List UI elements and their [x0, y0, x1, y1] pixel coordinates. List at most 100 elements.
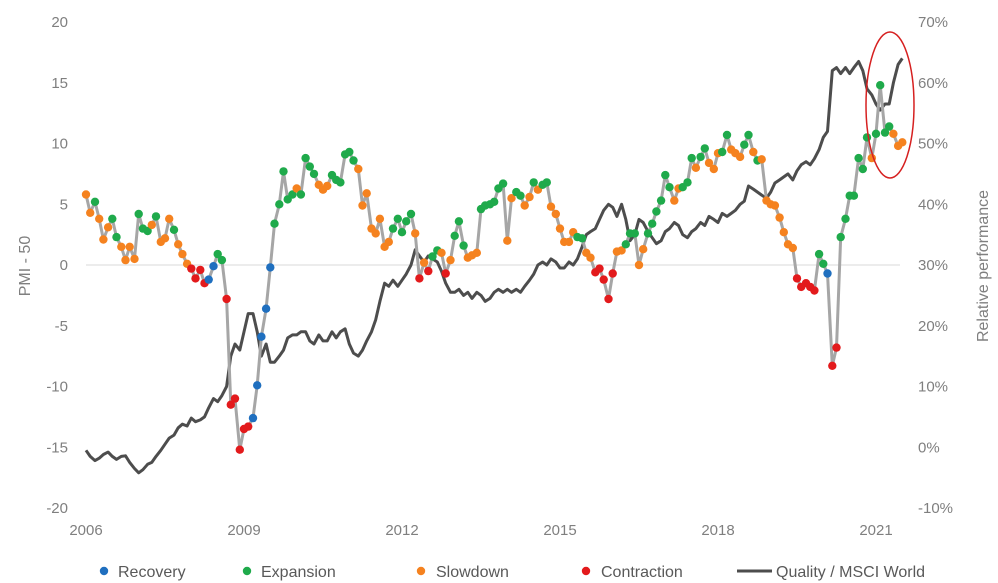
pmi-series	[84, 83, 904, 452]
pmi-point-expansion	[288, 190, 297, 199]
right-y-tick-label: 50%	[918, 136, 948, 153]
pmi-point-expansion	[656, 196, 666, 205]
pmi-point-contraction	[230, 394, 240, 403]
pmi-point-expansion	[270, 219, 279, 228]
legend-label-slowdown: Slowdown	[436, 564, 509, 581]
pmi-point-expansion	[90, 197, 100, 206]
right-y-tick-label: 10%	[918, 379, 948, 396]
pmi-line	[84, 83, 904, 452]
left-y-tick-label: 15	[51, 75, 68, 92]
pmi-point-slowdown	[770, 201, 780, 210]
pmi-point-expansion	[450, 231, 459, 240]
pmi-point-slowdown	[564, 237, 574, 247]
pmi-point-expansion	[402, 217, 411, 226]
pmi-point-slowdown	[555, 224, 565, 233]
pmi-point-slowdown	[779, 228, 788, 237]
pmi-point-contraction	[599, 275, 608, 284]
pmi-point-expansion	[648, 219, 657, 228]
pmi-point-expansion	[700, 144, 709, 153]
legend-marker-contraction	[581, 566, 591, 576]
pmi-point-slowdown	[95, 214, 104, 223]
left-y-tick-label: 5	[60, 196, 68, 213]
pmi-point-slowdown	[371, 229, 380, 238]
pmi-point-slowdown	[323, 181, 332, 191]
pmi-point-slowdown	[117, 242, 126, 251]
pmi-point-slowdown	[634, 260, 644, 270]
pmi-point-contraction	[222, 294, 231, 304]
pmi-point-slowdown	[520, 201, 529, 210]
left-y-tick-label: -5	[55, 318, 68, 335]
pmi-point-slowdown	[551, 209, 560, 219]
pmi-point-expansion	[740, 140, 749, 149]
pmi-point-slowdown	[86, 208, 95, 217]
pmi-point-slowdown	[130, 254, 139, 264]
pmi-point-expansion	[388, 224, 398, 233]
pmi-point-expansion	[814, 249, 824, 259]
x-tick-label: 2018	[701, 522, 734, 539]
pmi-point-slowdown	[99, 235, 108, 244]
pmi-point-expansion	[498, 179, 508, 188]
legend-label-contraction: Contraction	[601, 564, 683, 581]
legend-marker-recovery	[99, 566, 109, 576]
pmi-point-slowdown	[617, 246, 626, 255]
pmi-point-expansion	[836, 232, 845, 242]
relative-performance-line	[84, 57, 904, 475]
pmi-point-expansion	[841, 214, 850, 223]
right-y-axis-ticks: -10% 0% 10% 20% 30% 40% 50% 60% 70%	[918, 14, 953, 517]
pmi-point-slowdown	[889, 129, 898, 138]
x-tick-label: 2015	[543, 522, 576, 539]
legend-marker-expansion	[242, 566, 252, 576]
pmi-point-expansion	[143, 226, 152, 236]
pmi-point-slowdown	[358, 201, 367, 210]
pmi-point-contraction	[244, 422, 253, 431]
pmi-point-expansion	[819, 259, 828, 268]
pmi-point-contraction	[187, 264, 196, 273]
pmi-point-slowdown	[384, 237, 393, 247]
pmi-point-expansion	[296, 190, 306, 199]
pmi-point-contraction	[792, 274, 802, 283]
pmi-point-slowdown	[788, 243, 797, 253]
pmi-point-expansion	[696, 152, 705, 162]
x-tick-label: 2012	[385, 522, 418, 539]
pmi-point-contraction	[226, 400, 235, 409]
pmi-point-expansion	[428, 252, 437, 261]
right-y-tick-label: 30%	[918, 257, 948, 274]
right-y-tick-label: 70%	[918, 14, 948, 31]
pmi-point-slowdown	[165, 214, 174, 223]
pmi-point-expansion	[661, 170, 670, 180]
pmi-point-slowdown	[586, 253, 595, 262]
pmi-point-slowdown	[775, 213, 784, 222]
pmi-point-expansion	[217, 255, 227, 265]
pmi-point-expansion	[301, 153, 310, 163]
pmi-point-expansion	[718, 147, 727, 157]
pmi-point-recovery	[823, 269, 832, 278]
left-y-axis-title: PMI - 50	[17, 236, 34, 297]
pmi-point-expansion	[529, 178, 538, 187]
pmi-point-expansion	[683, 178, 692, 187]
pmi-point-slowdown	[503, 236, 512, 245]
pmi-point-expansion	[665, 183, 674, 192]
pmi-point-slowdown	[178, 249, 187, 259]
pmi-point-expansion	[305, 162, 314, 171]
x-tick-label: 2009	[227, 522, 260, 539]
pmi-point-slowdown	[546, 202, 556, 211]
pmi-point-expansion	[112, 232, 121, 242]
right-y-tick-label: 0%	[918, 439, 940, 456]
highlight-ellipse	[865, 31, 915, 179]
right-y-tick-label: 40%	[918, 196, 948, 213]
pmi-point-slowdown	[704, 158, 714, 168]
pmi-point-slowdown	[103, 223, 113, 232]
pmi-point-contraction	[604, 294, 613, 304]
pmi-point-contraction	[595, 264, 604, 273]
left-y-axis-ticks: -20 -15 -10 -5 0 5 10 15 20	[46, 14, 68, 517]
pmi-point-slowdown	[362, 189, 371, 198]
pmi-point-recovery	[261, 304, 271, 313]
pmi-point-expansion	[393, 214, 402, 223]
pmi-point-expansion	[349, 156, 358, 165]
pmi-point-expansion	[876, 81, 885, 90]
pmi-point-slowdown	[160, 234, 170, 243]
pmi-point-expansion	[858, 164, 867, 174]
pmi-point-expansion	[885, 122, 894, 131]
x-tick-label: 2021	[859, 522, 892, 539]
pmi-point-slowdown	[757, 155, 766, 164]
